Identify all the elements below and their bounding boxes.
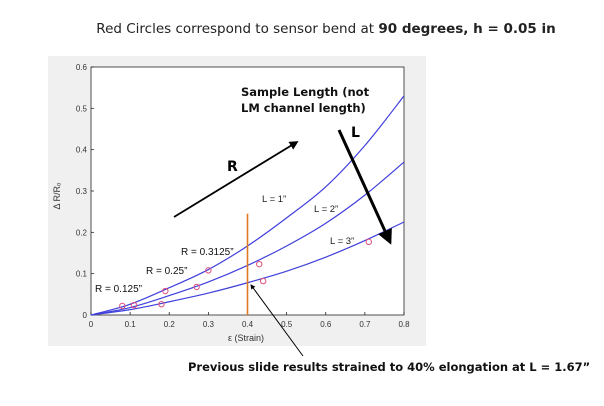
series-label-L3: L = 3” bbox=[330, 236, 354, 247]
bend-marker bbox=[205, 267, 212, 274]
y-axis-label: Δ R/Rₒ bbox=[52, 182, 62, 210]
y-tick-label: 0 bbox=[83, 311, 88, 320]
x-tick-label: 0.5 bbox=[281, 320, 293, 329]
bend-marker bbox=[158, 301, 165, 308]
x-axis-label: ε (Strain) bbox=[228, 333, 264, 343]
y-tick-label: 0.2 bbox=[76, 228, 88, 237]
series-label-L2: L = 2” bbox=[314, 204, 338, 215]
annotation-R-label: R bbox=[227, 159, 238, 175]
y-tick-label: 0.4 bbox=[76, 146, 88, 155]
x-tick-label: 0.6 bbox=[320, 320, 332, 329]
x-tick-label: 0.2 bbox=[164, 320, 176, 329]
chart-title: Red Circles correspond to sensor bend at… bbox=[96, 21, 555, 37]
series-label-L1: L = 1” bbox=[262, 194, 286, 205]
x-tick-label: 0.8 bbox=[398, 320, 410, 329]
radius-label-0.3125: R = 0.3125” bbox=[181, 247, 234, 258]
radius-label-0.125: R = 0.125” bbox=[95, 284, 142, 295]
bend-marker bbox=[119, 302, 126, 310]
radius-label-0.25: R = 0.25” bbox=[146, 266, 187, 277]
x-tick-label: 0 bbox=[89, 320, 94, 329]
bend-marker bbox=[162, 287, 169, 295]
y-tick-label: 0.5 bbox=[76, 104, 88, 113]
y-tick-label: 0.3 bbox=[76, 187, 88, 196]
x-tick-label: 0.1 bbox=[125, 320, 137, 329]
annotation-sample-length-line1: Sample Length (not bbox=[241, 85, 370, 99]
R-direction-arrow bbox=[173, 141, 299, 218]
bend-marker bbox=[256, 260, 263, 268]
x-tick-label: 0.4 bbox=[242, 320, 254, 329]
x-tick-label: 0.3 bbox=[203, 320, 215, 329]
x-tick-label: 0.7 bbox=[359, 320, 371, 329]
bend-marker bbox=[193, 283, 200, 291]
L-direction-arrow bbox=[337, 129, 392, 245]
bend-marker bbox=[365, 238, 372, 246]
bottom-note: Previous slide results strained to 40% e… bbox=[188, 360, 590, 374]
bend-marker bbox=[259, 277, 267, 285]
y-tick-label: 0.1 bbox=[76, 270, 88, 279]
bend-marker bbox=[130, 301, 138, 309]
annotation-sample-length-line2: LM channel length) bbox=[241, 101, 366, 115]
annotation-L-label: L bbox=[351, 125, 360, 141]
y-tick-label: 0.6 bbox=[76, 63, 88, 72]
note-pointer-arrow bbox=[250, 284, 304, 357]
